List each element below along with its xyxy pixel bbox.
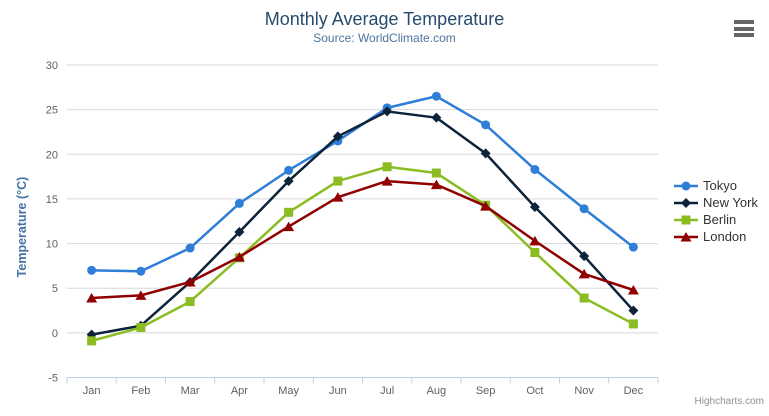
data-point-berlin-square-marker[interactable] — [333, 176, 343, 186]
x-axis-tick-label: Dec — [624, 385, 644, 397]
data-point-london-triangle-marker[interactable] — [578, 268, 590, 279]
legend-label: New York — [703, 195, 758, 210]
x-axis-tick-label: Feb — [131, 385, 150, 397]
data-point-tokyo-circle-marker[interactable] — [87, 265, 97, 275]
data-point-london-triangle-marker[interactable] — [135, 290, 147, 300]
data-point-berlin-square-marker[interactable] — [185, 297, 195, 307]
y-axis-title: Temperature (°C) — [15, 177, 29, 278]
x-axis-tick-label: Jun — [329, 385, 347, 397]
data-point-london-triangle-marker[interactable] — [184, 276, 196, 287]
data-point-tokyo-circle-marker[interactable] — [481, 120, 491, 130]
series-line-new-york — [90, 110, 635, 336]
legend-triangle-icon — [674, 231, 698, 241]
data-point-new-york-diamond-marker[interactable] — [480, 148, 491, 159]
data-point-berlin-square-marker[interactable] — [431, 168, 441, 178]
data-point-new-york-diamond-marker[interactable] — [283, 176, 294, 187]
data-point-berlin-square-marker[interactable] — [382, 162, 392, 172]
y-axis-tick-label: 5 — [52, 283, 58, 295]
legend: Tokyo New York Berlin London — [674, 177, 758, 245]
data-point-london-triangle-marker[interactable] — [529, 235, 541, 246]
series-line-berlin — [90, 165, 635, 343]
legend-item-new-york[interactable]: New York — [674, 194, 758, 211]
x-axis-tick-label: Oct — [526, 385, 543, 397]
legend-square-icon — [674, 215, 698, 224]
data-point-london-triangle-marker[interactable] — [430, 179, 442, 190]
data-point-tokyo-circle-marker[interactable] — [136, 266, 146, 276]
legend-item-berlin[interactable]: Berlin — [674, 211, 758, 228]
y-axis-tick-label: 15 — [46, 194, 58, 206]
data-point-tokyo-circle-marker[interactable] — [185, 243, 195, 253]
x-axis-tick-label: Aug — [427, 385, 447, 397]
data-point-tokyo-circle-marker[interactable] — [579, 204, 589, 214]
legend-diamond-icon — [674, 197, 698, 208]
legend-circle-icon — [674, 181, 698, 190]
data-point-berlin-square-marker[interactable] — [87, 336, 97, 346]
y-axis-tick-label: 30 — [46, 60, 58, 72]
data-point-tokyo-circle-marker[interactable] — [431, 91, 441, 101]
x-axis-tick-label: Jan — [83, 385, 101, 397]
x-axis-tick-label: Mar — [181, 385, 200, 397]
legend-label: Berlin — [703, 212, 737, 227]
data-point-tokyo-circle-marker[interactable] — [284, 165, 294, 175]
legend-item-tokyo[interactable]: Tokyo — [674, 177, 758, 194]
data-point-new-york-diamond-marker[interactable] — [332, 131, 343, 142]
data-point-berlin-square-marker[interactable] — [628, 319, 638, 329]
data-point-new-york-diamond-marker[interactable] — [234, 226, 245, 237]
x-axis-tick-label: May — [278, 385, 299, 397]
series-line-london — [90, 179, 635, 300]
data-point-london-triangle-marker[interactable] — [480, 201, 492, 211]
data-point-tokyo-circle-marker[interactable] — [234, 198, 244, 208]
y-axis-tick-label: 10 — [46, 239, 58, 251]
y-axis-tick-label: 0 — [52, 328, 58, 340]
y-axis-tick-label: 25 — [46, 105, 58, 117]
data-point-tokyo-circle-marker[interactable] — [628, 242, 638, 252]
hamburger-bar — [734, 33, 754, 37]
data-point-new-york-diamond-marker[interactable] — [382, 106, 393, 117]
credits-link[interactable]: Highcharts.com — [694, 396, 764, 407]
x-axis-tick-label: Apr — [231, 385, 248, 397]
data-point-new-york-diamond-marker[interactable] — [529, 201, 540, 212]
legend-item-london[interactable]: London — [674, 228, 758, 245]
data-point-berlin-square-marker[interactable] — [530, 248, 540, 257]
hamburger-bar — [734, 20, 754, 24]
data-point-new-york-diamond-marker[interactable] — [579, 251, 590, 262]
x-axis-tick-label: Nov — [574, 385, 594, 397]
export-menu-hamburger-icon[interactable] — [734, 20, 754, 37]
x-axis-tick-label: Sep — [476, 385, 496, 397]
series-line-tokyo — [90, 95, 635, 273]
legend-label: London — [703, 229, 747, 244]
y-axis-tick-label: -5 — [48, 373, 58, 385]
data-point-london-triangle-marker[interactable] — [86, 293, 98, 303]
data-point-london-triangle-marker[interactable] — [233, 251, 245, 262]
x-axis-tick-label: Jul — [380, 385, 394, 397]
data-point-london-triangle-marker[interactable] — [283, 221, 295, 232]
data-point-tokyo-circle-marker[interactable] — [530, 164, 540, 174]
data-point-london-triangle-marker[interactable] — [332, 192, 344, 202]
data-point-new-york-diamond-marker[interactable] — [431, 112, 442, 123]
chart-title: Monthly Average Temperature — [264, 9, 505, 29]
hamburger-bar — [734, 26, 754, 31]
chart-subtitle: Source: WorldClimate.com — [313, 31, 456, 45]
legend-label: Tokyo — [703, 178, 737, 193]
data-point-new-york-diamond-marker[interactable] — [628, 305, 639, 316]
data-point-berlin-square-marker[interactable] — [136, 323, 146, 332]
data-point-london-triangle-marker[interactable] — [381, 176, 393, 186]
data-point-berlin-square-marker[interactable] — [579, 293, 589, 303]
y-axis-tick-label: 20 — [46, 149, 58, 161]
data-point-berlin-square-marker[interactable] — [284, 207, 294, 217]
data-point-london-triangle-marker[interactable] — [627, 285, 639, 295]
